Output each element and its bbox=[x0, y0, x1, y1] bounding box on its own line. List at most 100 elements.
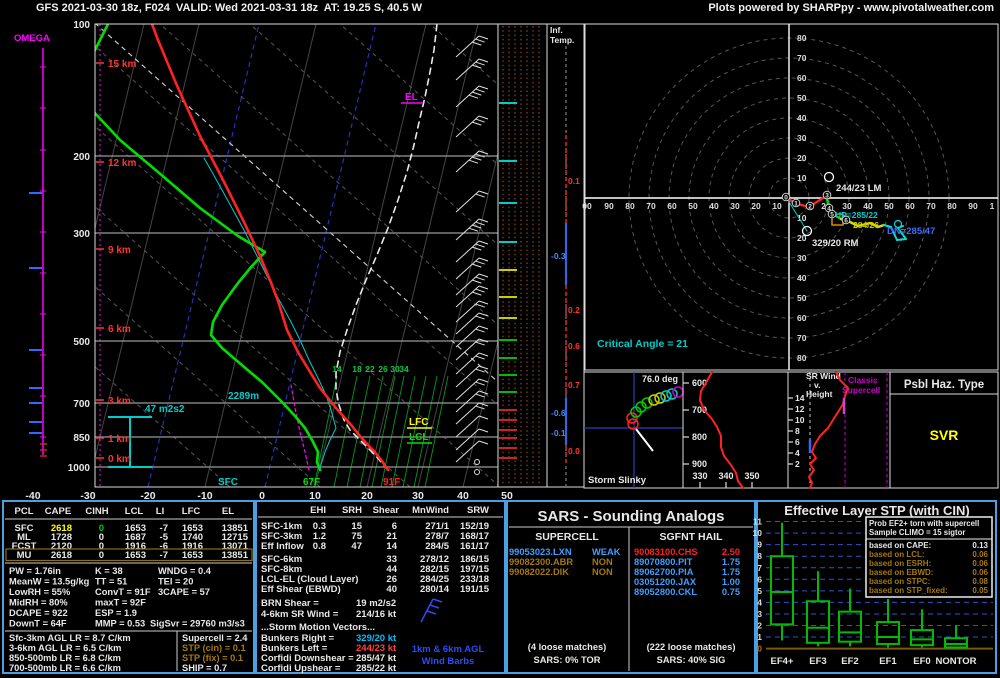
wind-barb-tick bbox=[478, 257, 489, 262]
mnwind-value: 284/5 bbox=[425, 541, 449, 552]
km-marker bbox=[781, 192, 791, 202]
bunkers-right-label: 329/20 RM bbox=[812, 238, 859, 249]
stp-box bbox=[806, 600, 830, 644]
ring-label: 70 bbox=[797, 53, 807, 63]
storm-motion-label: Corfidi Downshear = bbox=[261, 653, 354, 664]
isotherm-line bbox=[95, 24, 200, 458]
mean-wind-label: 284/26 bbox=[853, 220, 879, 230]
ring-label: 50 bbox=[688, 201, 698, 211]
title-run-info: GFS 2021-03-30 18z, F024 VALID: Wed 2021… bbox=[36, 2, 422, 14]
hazard-value: SVR bbox=[930, 427, 959, 443]
sars-hail-id: 89070800.PIT bbox=[634, 557, 693, 567]
classic-supercell-label: Classic bbox=[848, 375, 878, 385]
wind-barb bbox=[455, 257, 480, 280]
stp-prob-value: 0.08 bbox=[972, 577, 988, 586]
thetae-xlabel: 330 bbox=[692, 471, 707, 481]
ring-label: 30 bbox=[730, 201, 740, 211]
storm-motion-value: 285/22 kt bbox=[356, 663, 397, 674]
sars-hail-prob: SARS: 40% SIG bbox=[657, 655, 726, 665]
wind-barb-tick bbox=[468, 227, 479, 232]
ring-label: 10 bbox=[797, 213, 807, 223]
isotherm-highlight-line bbox=[264, 24, 377, 487]
sars-hail-size: 2.50 bbox=[722, 547, 740, 557]
height-label: 15 km bbox=[108, 59, 136, 70]
stp-ytick-label: 5 bbox=[757, 586, 762, 596]
slinky-circle bbox=[672, 386, 684, 398]
agl-barb-note: 1km & 6km AGL bbox=[412, 644, 485, 655]
srh-value: 75 bbox=[351, 531, 362, 542]
wind-barb-tick bbox=[468, 94, 479, 99]
wind-barb-tick bbox=[478, 352, 489, 357]
slinky-deg-label: 76.0 deg bbox=[642, 374, 678, 384]
storm-motion-value: 329/20 kt bbox=[356, 633, 397, 644]
wind-barb-tick bbox=[472, 291, 482, 296]
sars-supercell-id: 99082022.DIK bbox=[509, 567, 569, 577]
srw-value: 197/15 bbox=[460, 564, 490, 575]
ehi-value: 0.8 bbox=[313, 541, 326, 552]
sars-hail-size: 1.00 bbox=[722, 577, 740, 587]
ring-label: 40 bbox=[797, 113, 807, 123]
sars-supercell-prob: SARS: 0% TOR bbox=[534, 655, 601, 665]
inftemp-value: 0.2 bbox=[568, 305, 580, 315]
inftemp-value: -0.6 bbox=[551, 408, 566, 418]
lapse-rate: 700-500mb LR = 6.6 C/km bbox=[9, 663, 121, 673]
ring-label: 90 bbox=[604, 201, 614, 211]
bright-adiabat-line bbox=[95, 24, 498, 383]
wind-barb-tick bbox=[475, 260, 485, 265]
pressure-label: 700 bbox=[73, 399, 90, 410]
wind-barb-tick bbox=[475, 328, 485, 333]
ring-label: 60 bbox=[797, 73, 807, 83]
el-label: EL bbox=[405, 92, 418, 103]
mixing-ratio-line bbox=[359, 375, 384, 487]
height-label: 9 km bbox=[108, 245, 131, 256]
thermo-header: LI bbox=[156, 506, 164, 517]
kinematics-row-label: LCL-EL (Cloud Layer) bbox=[261, 574, 358, 585]
slinky-circle bbox=[660, 390, 672, 402]
thetae-ylabel: 900 bbox=[692, 459, 707, 469]
isotherm-line bbox=[314, 24, 427, 487]
lapse-rate: 3-6km AGL LR = 6.5 C/km bbox=[9, 643, 121, 653]
height-label: 3 km bbox=[108, 396, 131, 407]
thermo-stat: ESP = 1.9 bbox=[95, 608, 137, 618]
li-value: -5 bbox=[160, 532, 169, 543]
inftemp-value: 0.1 bbox=[568, 176, 580, 186]
agl-wind-barb-tick bbox=[432, 598, 443, 603]
inftemp-column bbox=[546, 23, 585, 488]
stp-box bbox=[770, 555, 794, 626]
thetae-ylabel: 700 bbox=[692, 405, 707, 415]
hazard-border bbox=[889, 371, 999, 489]
lfc-value: 1740 bbox=[182, 532, 203, 543]
inftemp-title: Temp. bbox=[550, 35, 574, 45]
stp-category-label: EF1 bbox=[879, 656, 897, 667]
wind-barb-tick bbox=[478, 402, 489, 407]
km-marker-label: 3 bbox=[825, 193, 829, 200]
thermo-stat: K = 38 bbox=[95, 566, 123, 576]
stp-ytick-label: 2 bbox=[757, 621, 762, 631]
stp-prob-label: based on EBWD: bbox=[869, 568, 933, 577]
inflow-height-label: 2289m bbox=[228, 391, 259, 402]
mixing-ratio-line bbox=[391, 375, 416, 487]
wind-barb-tick bbox=[472, 121, 482, 126]
sars-supercell-id: 99053023.LXN bbox=[509, 547, 572, 557]
ring-label: 90 bbox=[968, 201, 978, 211]
omega-label: OMEGA bbox=[14, 33, 50, 44]
wind-barb-tick bbox=[475, 315, 485, 320]
srwind-curve bbox=[808, 371, 849, 489]
wind-barb-tick bbox=[475, 405, 485, 410]
isotherm-highlight-line bbox=[147, 24, 260, 487]
stp-legend-box bbox=[865, 516, 993, 598]
corfidi-downshear-label: DN=285/47 bbox=[887, 226, 935, 237]
km-marker-label: 1 bbox=[794, 201, 798, 208]
isotherm-line bbox=[366, 24, 479, 487]
mnwind-value: 280/14 bbox=[420, 584, 450, 595]
sars-supercell-match: WEAK bbox=[592, 547, 621, 557]
sfc-label: SFC bbox=[218, 477, 238, 488]
srwind-ylabel: 14 bbox=[795, 393, 805, 403]
cape-value: 2120 bbox=[51, 541, 72, 552]
hodo-trace-0-3km bbox=[784, 194, 828, 209]
wind-barb bbox=[455, 273, 480, 296]
shear-value: 44 bbox=[386, 564, 397, 575]
mixing-ratio-label: 34 bbox=[399, 364, 409, 374]
dry-adiabat-line bbox=[95, 286, 321, 487]
